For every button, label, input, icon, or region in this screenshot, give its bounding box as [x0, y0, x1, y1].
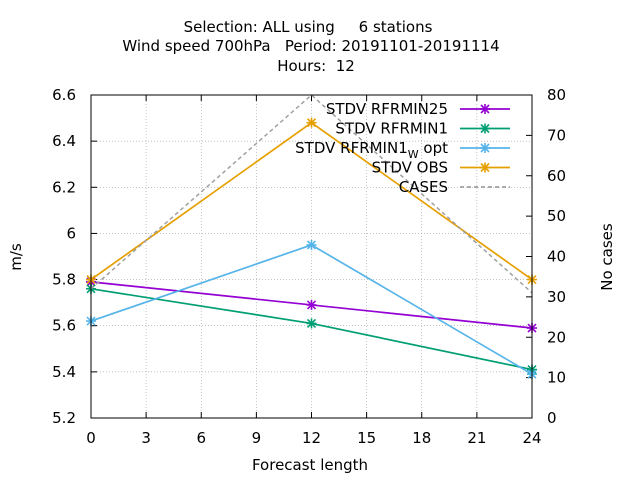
x-tick-label: 12 [302, 429, 321, 447]
series-point [306, 117, 317, 128]
x-axis-label: Forecast length [252, 456, 368, 474]
x-ticks: 0 3 6 9 12 15 18 21 24 [86, 95, 542, 447]
x-tick-label: 9 [252, 429, 262, 447]
legend-item: STDV OBS [372, 159, 510, 177]
legend-marker [480, 162, 490, 173]
x-tick-label: 6 [196, 429, 206, 447]
legend-label-suffix: opt [419, 139, 448, 157]
y-tick-label: 5.2 [52, 409, 76, 427]
plot-border [90, 94, 533, 419]
y-tick-label: 6.6 [52, 86, 76, 104]
legend-label-subscript: W [408, 148, 419, 161]
y2-tick-label: 50 [547, 207, 566, 225]
x-tick-label: 21 [467, 429, 486, 447]
y-tick-label: 6 [66, 224, 76, 242]
series-5 [90, 93, 533, 294]
y-tick-label: 6.4 [52, 132, 76, 150]
y2-tick-label: 0 [547, 409, 557, 427]
legend-marker [480, 123, 490, 134]
series-line [90, 93, 533, 294]
y2-tick-label: 80 [547, 86, 566, 104]
y2-tick-label: 40 [547, 248, 566, 266]
title-line-1: Selection: ALL using 6 stations [184, 18, 433, 36]
legend-item: CASES [399, 178, 510, 196]
legend-item: STDV RFRMIN1 [335, 120, 510, 138]
legend-label: STDV RFRMIN25 [326, 100, 448, 118]
x-tick-label: 15 [357, 429, 376, 447]
y2-tick-label: 30 [547, 288, 566, 306]
y2-tick-label: 70 [547, 126, 566, 144]
y-axis-label: m/s [7, 243, 25, 271]
series-point [306, 239, 317, 250]
x-tick-label: 24 [522, 429, 541, 447]
title-line-3: Hours: 12 [277, 57, 355, 75]
series-point [306, 299, 317, 310]
y2-tick-label: 60 [547, 167, 566, 185]
y-tick-label: 5.4 [52, 363, 76, 381]
series-point [306, 318, 317, 329]
y2-ticks: 0 10 20 30 40 50 60 70 80 [526, 86, 566, 427]
legend-marker [480, 104, 490, 114]
chart-title: Selection: ALL using 6 stations Wind spe… [122, 18, 499, 75]
legend-item: STDV RFRMIN25 [326, 100, 510, 118]
legend-label: STDV OBS [372, 159, 448, 177]
x-tick-label: 3 [141, 429, 151, 447]
y-tick-label: 5.8 [52, 271, 76, 289]
title-line-2: Wind speed 700hPa Period: 20191101-20191… [122, 37, 499, 55]
legend-marker [480, 143, 490, 153]
x-tick-label: 0 [86, 429, 96, 447]
series-group [86, 93, 537, 380]
y2-tick-label: 10 [547, 369, 566, 387]
y-tick-label: 5.6 [52, 317, 76, 335]
y2-tick-label: 20 [547, 328, 566, 346]
y-tick-label: 6.2 [52, 178, 76, 196]
y2-axis-label: No cases [598, 223, 616, 291]
legend-label: STDV RFRMIN1 [335, 120, 448, 138]
legend-label: CASES [399, 178, 448, 196]
x-tick-label: 18 [412, 429, 431, 447]
y-ticks: 5.2 5.4 5.6 5.8 6 6.2 6.4 6.6 [52, 86, 97, 427]
